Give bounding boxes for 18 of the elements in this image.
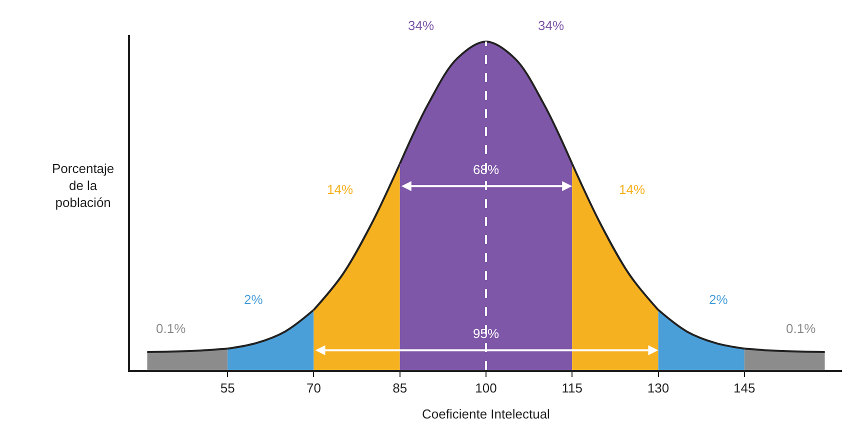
x-tick-label: 70 [306, 380, 321, 396]
text: 34% [408, 18, 434, 33]
annotation: 0.1% [156, 321, 186, 336]
annotation: 2% [709, 292, 728, 307]
annotation: 14% [619, 182, 646, 197]
x-axis-title: Coeficiente Intelectual [422, 406, 550, 422]
x-tick-label: 130 [647, 380, 670, 396]
annotation: 14% [327, 182, 354, 197]
y-axis-title: Porcentaje de la población [52, 161, 114, 210]
annotation: 0.1% [786, 321, 816, 336]
annotation: 2% [244, 292, 264, 307]
x-tick-label: 85 [392, 380, 408, 396]
x-tick-label: 100 [475, 380, 497, 396]
text: 34% [538, 18, 564, 33]
x-tick-label: 55 [220, 380, 235, 396]
annotation: 95% [473, 326, 500, 341]
x-tick-label: 115 [562, 380, 582, 396]
x-tick-label: 145 [734, 380, 756, 396]
